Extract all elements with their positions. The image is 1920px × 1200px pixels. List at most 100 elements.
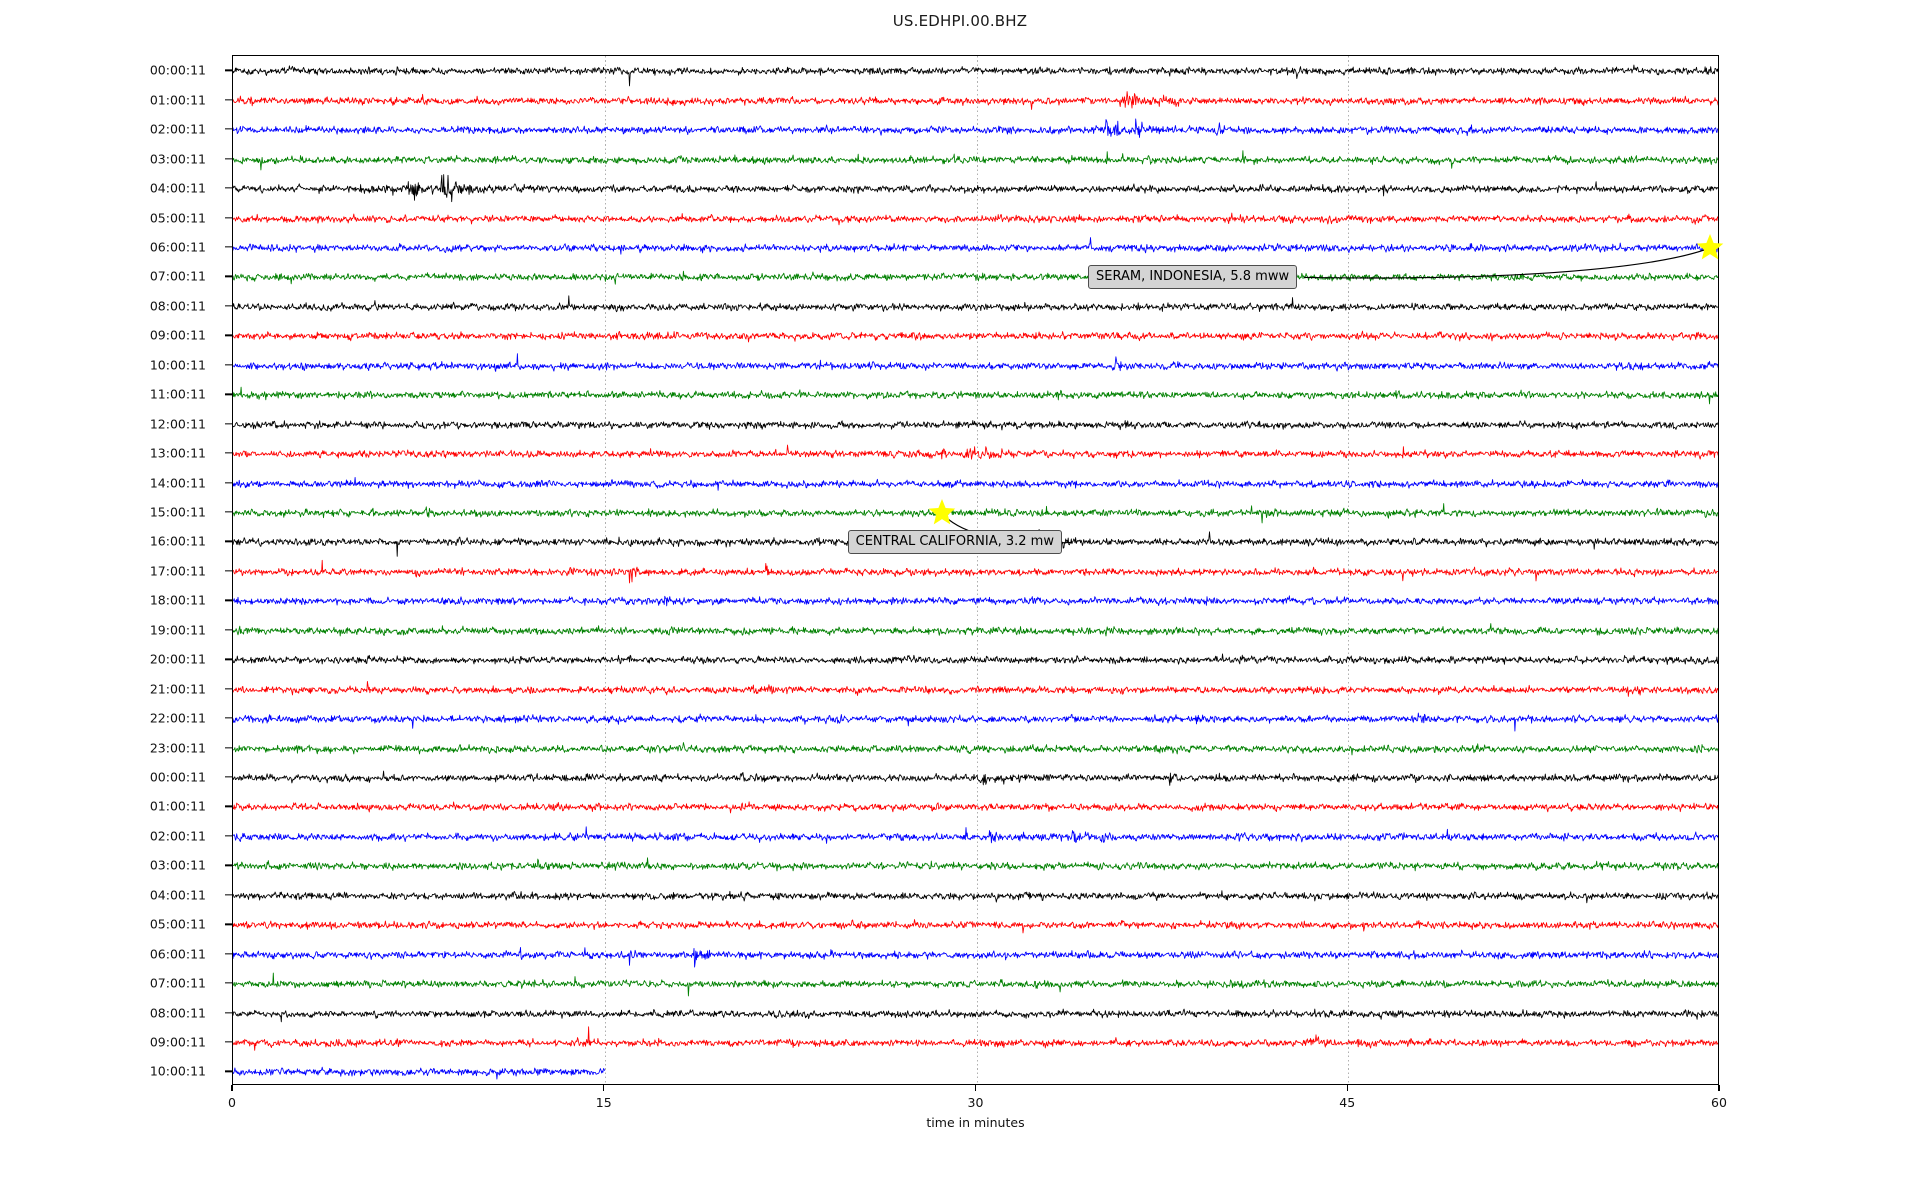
y-axis-tick-label: 10:00:11 — [149, 357, 206, 373]
y-axis-tick-label: 09:00:11 — [149, 327, 206, 343]
event-annotation-label: SERAM, INDONESIA, 5.8 mww — [1088, 265, 1298, 290]
y-axis-tick-label: 05:00:11 — [149, 916, 206, 932]
y-axis-tick-label: 10:00:11 — [149, 1063, 206, 1079]
trace-path — [233, 826, 1718, 844]
trace-line — [233, 149, 1718, 171]
y-axis-tick-label: 00:00:11 — [149, 62, 206, 78]
trace-line — [233, 946, 1718, 968]
y-axis-tick-mark — [225, 629, 232, 631]
y-axis-tick-mark — [225, 894, 232, 896]
trace-path — [233, 266, 1718, 286]
y-axis-tick-label: 06:00:11 — [149, 946, 206, 962]
trace-path — [233, 770, 1718, 786]
y-axis-tick-label: 01:00:11 — [149, 798, 206, 814]
y-axis-tick-mark — [225, 157, 232, 160]
trace-path — [233, 419, 1718, 431]
y-axis-tick-label: 04:00:11 — [149, 887, 206, 903]
y-axis-tick-mark — [225, 216, 232, 219]
y-axis-tick-mark — [225, 393, 232, 395]
y-axis-tick-label: 05:00:11 — [149, 210, 206, 226]
event-annotation-label: CENTRAL CALIFORNIA, 3.2 mw — [847, 530, 1062, 555]
trace-path — [233, 680, 1718, 697]
trace-line — [233, 653, 1718, 666]
page-title: US.EDHPI.00.BHZ — [892, 12, 1028, 30]
y-axis-tick-mark — [225, 334, 232, 336]
y-axis-tick-label: 08:00:11 — [149, 298, 206, 314]
trace-line — [233, 295, 1718, 312]
y-axis-tick-mark — [225, 128, 232, 130]
trace-path — [233, 149, 1718, 171]
x-axis-tick-label: 60 — [1711, 1095, 1727, 1110]
y-axis-tick-label: 02:00:11 — [149, 828, 206, 844]
y-axis-tick-mark — [225, 658, 232, 660]
y-axis-tick-label: 18:00:11 — [149, 592, 206, 608]
trace-path — [233, 1026, 1718, 1051]
y-axis-tick-mark — [225, 187, 232, 189]
trace-path — [233, 476, 1718, 491]
y-axis-tick-label: 20:00:11 — [149, 651, 206, 667]
y-axis-tick-mark — [225, 275, 232, 278]
trace-line — [233, 801, 1718, 814]
y-axis-tick-mark — [225, 864, 232, 866]
trace-line — [233, 90, 1718, 110]
y-axis-tick-label: 03:00:11 — [149, 151, 206, 167]
y-axis-tick-label: 17:00:11 — [149, 563, 206, 579]
x-axis-label: time in minutes — [926, 1115, 1025, 1130]
x-axis-tick-labels: 0 15 30 45 60 — [228, 1085, 1727, 1125]
trace-line — [233, 919, 1718, 934]
trace-line — [233, 1067, 606, 1080]
trace-line — [233, 1008, 1718, 1022]
y-axis-tick-label: 21:00:11 — [149, 681, 206, 697]
y-axis-tick-mark — [225, 1041, 232, 1043]
trace-path — [233, 174, 1718, 203]
y-axis-tick-label: 15:00:11 — [149, 504, 206, 520]
x-axis-tick-label: 0 — [228, 1095, 236, 1110]
y-axis-tick-label: 07:00:11 — [149, 975, 206, 991]
trace-path — [233, 444, 1718, 460]
y-axis-tick-mark — [225, 953, 232, 955]
trace-path — [233, 801, 1718, 814]
y-axis-tick-label: 02:00:11 — [149, 121, 206, 137]
x-axis-tick-label: 30 — [967, 1095, 984, 1110]
x-axis-tick-mark — [231, 1085, 233, 1091]
y-axis-tick-label: 00:00:11 — [149, 769, 206, 785]
y-axis-tick-mark — [225, 540, 232, 543]
trace-path — [233, 118, 1718, 139]
y-axis-tick-label: 03:00:11 — [149, 857, 206, 873]
trace-line — [233, 890, 1718, 904]
y-axis-tick-mark — [225, 835, 232, 837]
trace-path — [233, 622, 1718, 637]
y-axis-tick-label: 23:00:11 — [149, 740, 206, 756]
y-axis-tick-mark — [225, 422, 232, 425]
y-axis-tick-label: 22:00:11 — [149, 710, 206, 726]
star-shape — [928, 498, 956, 525]
x-axis-tick-label: 45 — [1339, 1095, 1356, 1110]
y-axis-tick-mark — [225, 982, 232, 984]
y-axis-tick-mark — [225, 746, 232, 749]
trace-path — [233, 972, 1718, 997]
trace-path — [233, 741, 1718, 755]
y-axis-tick-mark — [225, 1070, 232, 1073]
plot-axes: SERAM, INDONESIA, 5.8 mww CENTRAL CALIFOR… — [232, 55, 1724, 1085]
y-axis-tick-label: 11:00:11 — [149, 386, 206, 402]
y-axis-tick-mark — [225, 776, 232, 778]
y-axis-tick-mark — [225, 599, 232, 601]
trace-path — [233, 212, 1718, 225]
trace-line — [233, 444, 1718, 460]
trace-path — [233, 712, 1718, 732]
trace-line — [233, 386, 1718, 405]
trace-path — [233, 90, 1718, 110]
trace-path — [233, 857, 1718, 872]
trace-line — [233, 330, 1718, 343]
trace-line — [233, 741, 1718, 755]
trace-path — [233, 653, 1718, 666]
x-axis-tick-mark — [603, 1085, 605, 1091]
trace-line — [233, 174, 1718, 203]
trace-path — [233, 919, 1718, 934]
trace-line — [233, 1026, 1718, 1051]
trace-line — [233, 622, 1718, 637]
trace-line — [233, 212, 1718, 225]
trace-line — [233, 972, 1718, 997]
x-axis-tick-mark — [974, 1085, 977, 1091]
